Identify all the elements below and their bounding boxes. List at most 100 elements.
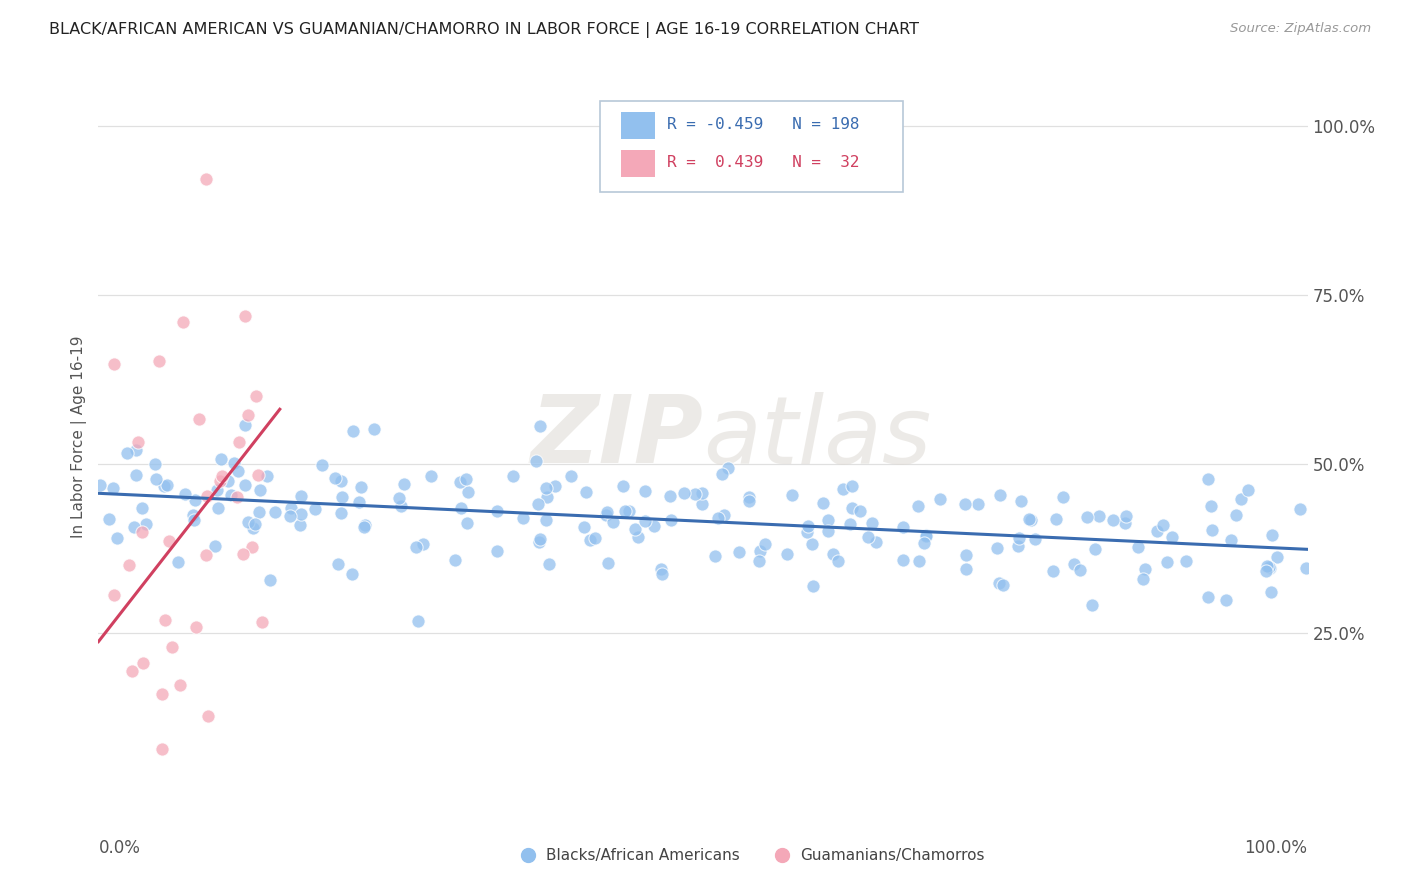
Point <box>222 456 245 470</box>
Point <box>103 357 125 371</box>
Point <box>143 458 166 472</box>
Text: 0.0%: 0.0% <box>98 839 141 857</box>
Point <box>823 547 845 561</box>
Point <box>1215 593 1237 607</box>
Point <box>169 678 191 692</box>
Point <box>811 496 834 510</box>
Point <box>907 554 929 568</box>
Point <box>264 505 287 519</box>
Point <box>256 469 278 483</box>
Point <box>534 513 557 527</box>
Point <box>233 477 256 491</box>
Point <box>330 506 353 520</box>
Point <box>596 505 619 519</box>
Point <box>329 474 352 488</box>
Point <box>181 508 204 523</box>
Point <box>1156 555 1178 569</box>
Point <box>627 530 650 544</box>
Point <box>132 656 155 670</box>
Point <box>226 464 249 478</box>
Text: R =  0.439   N =  32: R = 0.439 N = 32 <box>666 155 859 170</box>
Point <box>157 533 180 548</box>
Point <box>160 640 183 654</box>
Point <box>245 389 267 403</box>
Point <box>259 573 281 587</box>
Point <box>156 478 179 492</box>
Point <box>658 489 681 503</box>
Point <box>304 501 326 516</box>
Point <box>624 522 647 536</box>
Point <box>1289 502 1312 516</box>
Point <box>122 519 145 533</box>
Point <box>486 504 509 518</box>
Point <box>796 524 818 539</box>
Point <box>1254 564 1277 578</box>
Point <box>1069 562 1091 576</box>
Point <box>347 494 370 508</box>
Point <box>1010 493 1032 508</box>
Point <box>659 513 682 527</box>
Point <box>690 486 713 500</box>
Point <box>502 468 524 483</box>
Point <box>454 472 477 486</box>
Point <box>1063 557 1085 571</box>
Point <box>117 446 139 460</box>
Point <box>187 412 209 426</box>
FancyBboxPatch shape <box>600 101 903 192</box>
Point <box>912 536 935 550</box>
Point <box>153 613 176 627</box>
Point <box>915 529 938 543</box>
Point <box>1258 561 1281 575</box>
Point <box>748 553 770 567</box>
Point <box>197 709 219 723</box>
Point <box>817 513 839 527</box>
Point <box>1135 562 1157 576</box>
Point <box>183 513 205 527</box>
Point <box>323 471 346 485</box>
Point <box>457 484 479 499</box>
Point <box>575 484 598 499</box>
Point <box>209 451 232 466</box>
Point <box>713 508 735 522</box>
Point <box>205 483 228 498</box>
Point <box>392 477 415 491</box>
Point <box>617 504 640 518</box>
Point <box>280 501 302 516</box>
Point <box>131 501 153 516</box>
Point <box>1076 510 1098 524</box>
Point <box>841 479 863 493</box>
Point <box>613 503 636 517</box>
Point <box>710 467 733 482</box>
Point <box>1101 513 1123 527</box>
Point <box>150 687 173 701</box>
Point <box>145 472 167 486</box>
Point <box>928 491 950 506</box>
Point <box>560 469 582 483</box>
Point <box>841 500 863 515</box>
Point <box>953 497 976 511</box>
Point <box>1230 491 1253 506</box>
Point <box>775 547 797 561</box>
Point <box>353 520 375 534</box>
Point <box>1161 530 1184 544</box>
Point <box>955 548 977 562</box>
Point <box>524 454 547 468</box>
Bar <box>621 112 655 139</box>
Point <box>1199 499 1222 513</box>
Point <box>1152 518 1174 533</box>
Point <box>536 491 558 505</box>
Point <box>278 509 301 524</box>
Point <box>1201 523 1223 537</box>
Point <box>988 488 1011 502</box>
Point <box>290 490 312 504</box>
Point <box>839 516 862 531</box>
Point <box>486 544 509 558</box>
Point <box>247 505 270 519</box>
Point <box>1008 531 1031 545</box>
Point <box>174 487 197 501</box>
Text: BLACK/AFRICAN AMERICAN VS GUAMANIAN/CHAMORRO IN LABOR FORCE | AGE 16-19 CORRELAT: BLACK/AFRICAN AMERICAN VS GUAMANIAN/CHAM… <box>49 22 920 38</box>
Point <box>602 516 624 530</box>
Point <box>754 537 776 551</box>
Point <box>456 516 478 530</box>
Point <box>800 536 823 550</box>
